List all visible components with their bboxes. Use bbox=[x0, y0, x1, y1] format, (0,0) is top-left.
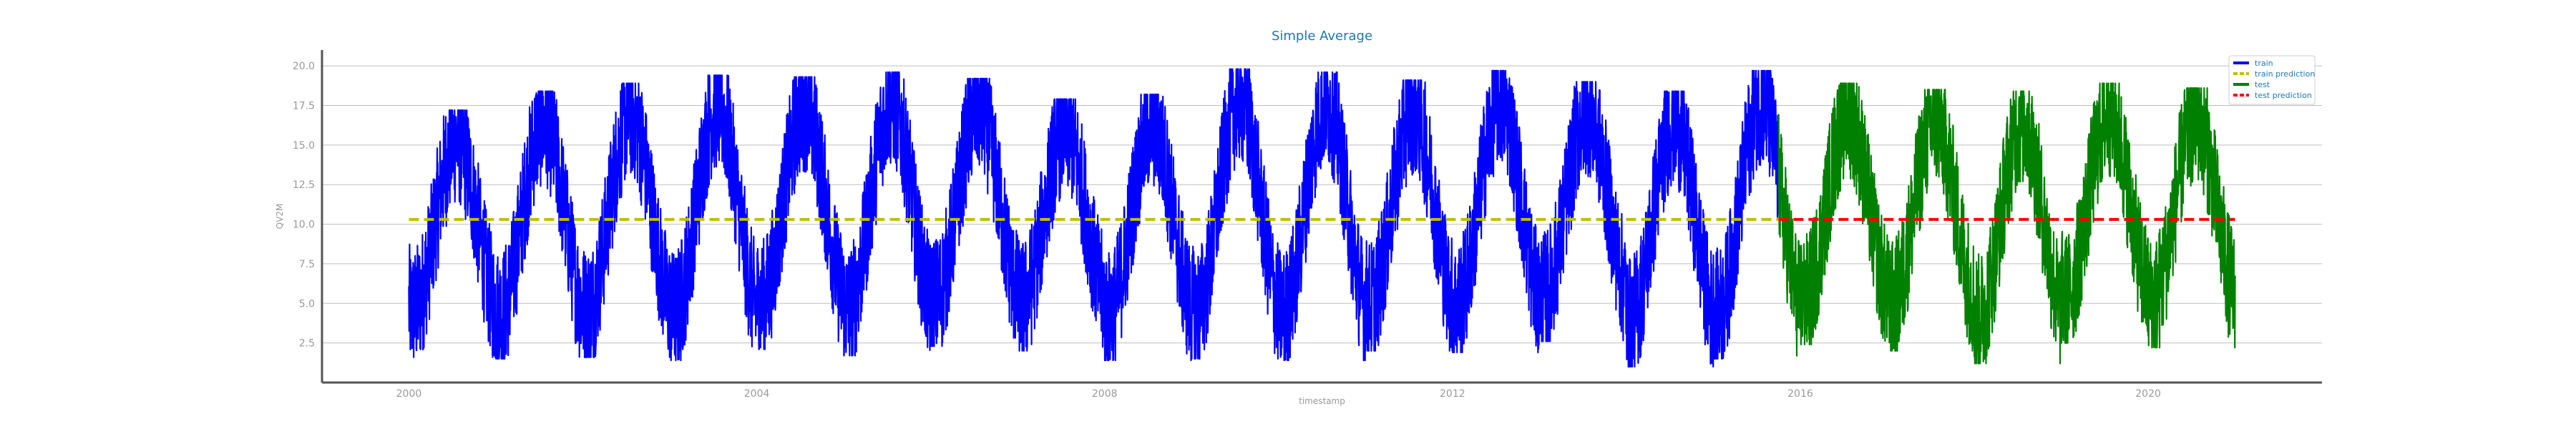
x-tick-label: 2020 bbox=[2135, 388, 2161, 400]
x-tick-label: 2004 bbox=[744, 388, 770, 400]
legend-box bbox=[2228, 55, 2316, 105]
y-tick-label: 15.0 bbox=[293, 140, 315, 152]
x-tick-labels: 2000 2004 2008 2012 2016 2020 bbox=[396, 388, 2161, 400]
series-train bbox=[408, 68, 1780, 368]
y-tick-label: 20.0 bbox=[293, 61, 315, 72]
series-test bbox=[1777, 82, 2236, 365]
legend-label: train prediction bbox=[2255, 69, 2315, 79]
x-tick-label: 2000 bbox=[396, 388, 422, 400]
x-tick-label: 2008 bbox=[1092, 388, 1118, 400]
y-tick-label: 10.0 bbox=[293, 220, 315, 231]
x-tick-label: 2016 bbox=[1787, 388, 1813, 400]
y-tick-label: 5.0 bbox=[299, 298, 315, 310]
legend-label: test bbox=[2255, 80, 2270, 89]
y-tick-label: 12.5 bbox=[293, 179, 315, 191]
y-tick-label: 2.5 bbox=[299, 338, 315, 350]
legend-label: test prediction bbox=[2255, 91, 2312, 100]
x-tick-label: 2012 bbox=[1440, 388, 1465, 400]
y-tick-label: 7.5 bbox=[299, 259, 315, 270]
legend-label: train bbox=[2255, 59, 2273, 68]
y-tick-labels: 2.5 5.0 7.5 10.0 12.5 15.0 17.5 20.0 bbox=[293, 61, 315, 350]
y-tick-label: 17.5 bbox=[293, 101, 315, 112]
x-axis-label: timestamp bbox=[1299, 396, 1345, 406]
axes bbox=[321, 50, 2322, 384]
series-layer bbox=[408, 68, 2236, 368]
chart-title: Simple Average bbox=[1272, 29, 1372, 44]
y-axis-label: QV2M bbox=[275, 204, 285, 230]
